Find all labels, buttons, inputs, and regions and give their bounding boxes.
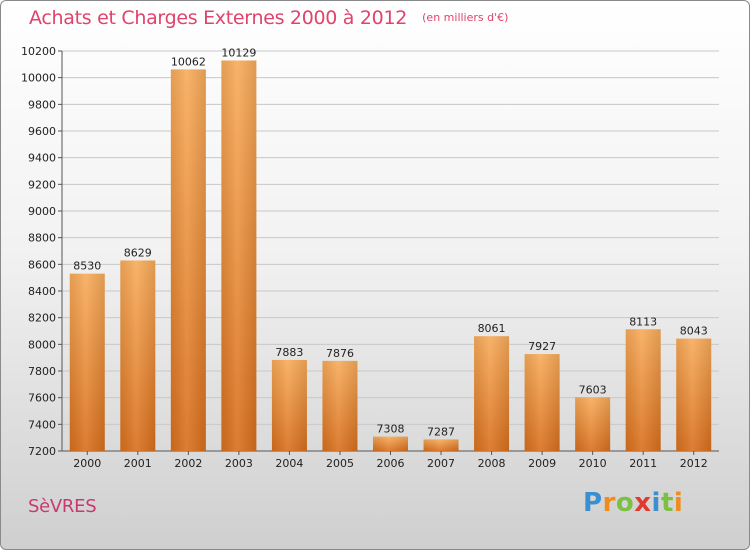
data-label: 7308 xyxy=(377,423,405,436)
y-tick-label: 8800 xyxy=(28,232,56,245)
data-label: 7876 xyxy=(326,347,354,360)
y-tick-label: 8000 xyxy=(28,338,56,351)
bar-shade xyxy=(474,336,510,451)
logo-letter: t xyxy=(660,488,674,518)
x-tick-label: 2008 xyxy=(478,457,506,470)
data-label: 7883 xyxy=(275,346,303,359)
y-tick-label: 8200 xyxy=(28,312,56,325)
chart-header: Achats et Charges Externes 2000 à 2012 (… xyxy=(29,7,508,29)
y-tick-label: 8400 xyxy=(28,285,56,298)
data-label: 7603 xyxy=(579,383,607,396)
gridlines xyxy=(62,50,719,452)
bar-shade xyxy=(120,260,156,451)
x-tick-label: 2010 xyxy=(579,457,607,470)
y-tick-label: 9000 xyxy=(28,205,56,218)
bar-shade xyxy=(271,359,307,451)
x-tick-label: 2009 xyxy=(528,457,556,470)
data-label: 8061 xyxy=(478,322,506,335)
bars xyxy=(69,60,712,452)
bar-shade xyxy=(373,436,408,451)
y-tick-label: 10000 xyxy=(21,72,56,85)
data-label: 8043 xyxy=(680,325,708,338)
y-tick-label: 8600 xyxy=(28,258,56,271)
axes: 7200 7400 7600 7800 8000 8200 8400 8600 8800 9000… xyxy=(21,45,719,470)
x-tick-label: 2000 xyxy=(73,457,101,470)
y-tick-label: 9600 xyxy=(28,125,56,138)
y-tick-label: 10200 xyxy=(21,45,56,58)
x-tick-label: 2002 xyxy=(174,457,202,470)
proxiti-logo[interactable]: Proxiti xyxy=(583,488,683,518)
x-tick-label: 2007 xyxy=(427,457,455,470)
logo-letter: x xyxy=(634,488,652,518)
data-label: 8530 xyxy=(73,260,101,273)
logo-letter: i xyxy=(673,488,684,518)
bar-shade xyxy=(69,273,105,451)
y-tick-label: 7600 xyxy=(28,392,56,405)
bar-shade xyxy=(423,439,459,451)
y-tick-label: 9200 xyxy=(28,178,56,191)
data-label: 8113 xyxy=(629,315,657,328)
bar-shade xyxy=(625,329,661,451)
x-tick-label: 2004 xyxy=(275,457,303,470)
x-tick-label: 2011 xyxy=(629,457,657,470)
bar-shade xyxy=(170,69,206,452)
x-tick-label: 2001 xyxy=(124,457,152,470)
data-label: 10062 xyxy=(171,55,206,68)
data-label: 7927 xyxy=(528,340,556,353)
data-label: 7287 xyxy=(427,425,455,438)
data-label: 10129 xyxy=(221,46,256,59)
y-tick-label: 7800 xyxy=(28,365,56,378)
data-labels: 8530 8629 10062 10129 7883 7876 7308 7287 8061 79… xyxy=(73,46,707,438)
logo-letter: r xyxy=(602,488,616,518)
bar-shade xyxy=(676,338,712,451)
chart-unit: (en milliers d'€) xyxy=(422,11,509,24)
y-tick-label: 9400 xyxy=(28,152,56,165)
bar-shade xyxy=(575,397,611,451)
y-tick-label: 7400 xyxy=(28,418,56,431)
x-tick-label: 2005 xyxy=(326,457,354,470)
bar-shade xyxy=(221,60,257,451)
y-tick-label: 9800 xyxy=(28,98,56,111)
x-tick-label: 2003 xyxy=(225,457,253,470)
logo-letter: o xyxy=(615,488,635,518)
data-label: 8629 xyxy=(124,246,152,259)
x-tick-label: 2012 xyxy=(680,457,708,470)
x-tick-label: 2006 xyxy=(377,457,405,470)
logo-letter: i xyxy=(651,488,661,518)
city-name: SèVRES xyxy=(28,496,97,517)
chart-title: Achats et Charges Externes 2000 à 2012 xyxy=(29,7,408,29)
bar-shade xyxy=(524,354,560,451)
logo-letter: P xyxy=(583,488,603,518)
bar-shade xyxy=(322,360,358,451)
y-tick-label: 7200 xyxy=(28,445,56,458)
